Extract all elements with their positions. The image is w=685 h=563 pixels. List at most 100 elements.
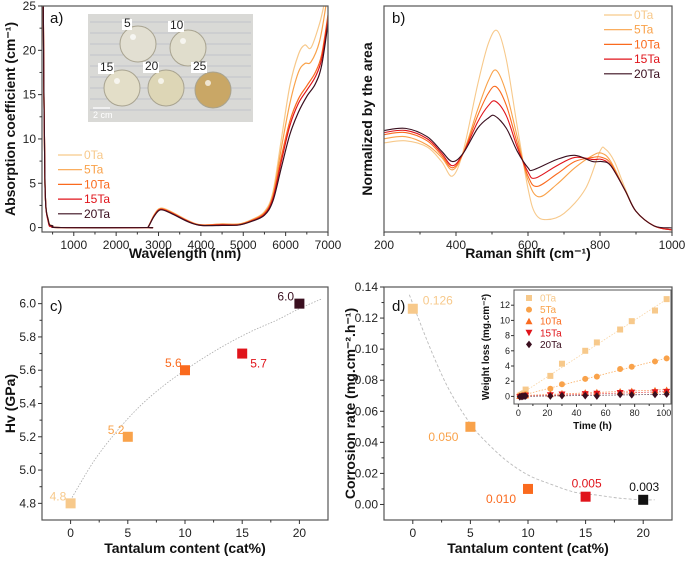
inset-x-axis-label: Time (h) <box>573 421 612 432</box>
y-tick-label: 6.0 <box>19 297 36 311</box>
inset-point-0Ta <box>522 386 529 393</box>
inset-fit-20Ta <box>518 393 667 397</box>
data-label-0Ta: 4.8 <box>50 489 67 503</box>
y-tick-label: 0.10 <box>355 342 379 356</box>
y-tick-label: 4.8 <box>19 496 36 510</box>
glass-disc <box>147 69 185 107</box>
data-label-10Ta: 0.010 <box>486 492 516 506</box>
inset-legend-label-0Ta: 0Ta <box>540 294 557 305</box>
x-tick-label: 20 <box>293 526 307 540</box>
inset-point-0Ta <box>593 339 600 346</box>
x-tick-label: 800 <box>590 238 610 252</box>
data-point-20Ta <box>638 494 649 505</box>
inset-point-5Ta <box>628 363 635 370</box>
x-tick-label: 200 <box>374 238 394 252</box>
data-label-5Ta: 5.2 <box>108 423 125 437</box>
y-tick-label: 5.0 <box>19 463 36 477</box>
x-tick-label: 10 <box>178 526 192 540</box>
x-tick-label: 15 <box>236 526 250 540</box>
y-tick-label: 0.00 <box>355 497 379 511</box>
x-tick-label: 1000 <box>659 238 685 252</box>
x-tick-label: 5 <box>467 526 474 540</box>
y-tick-label: 5.6 <box>19 363 36 377</box>
inset-legend-marker-20Ta <box>526 340 532 349</box>
series-line-20Ta <box>384 114 672 229</box>
inset-legend-marker-5Ta <box>526 306 532 313</box>
legend-label-5Ta: 5Ta <box>84 163 104 177</box>
disc-label: 25 <box>193 59 207 73</box>
inset-point-5Ta <box>663 355 670 362</box>
x-tick-label: 15 <box>579 526 593 540</box>
inset-y-tick-label: 0 <box>505 391 510 401</box>
y-tick-label: 0.06 <box>355 404 379 418</box>
data-point-10Ta <box>523 483 533 494</box>
disc-highlight <box>158 78 164 84</box>
panel-label-c: c) <box>50 298 63 315</box>
inset-y-tick-label: 12 <box>500 300 510 310</box>
series-line-15Ta <box>384 100 672 231</box>
x-tick-label: 6000 <box>272 238 299 252</box>
legend-label-0Ta: 0Ta <box>84 148 104 162</box>
glass-disc <box>194 71 232 109</box>
disc-label: 5 <box>124 16 131 30</box>
data-point-5Ta <box>465 421 476 432</box>
y-tick-label: 0.04 <box>355 435 379 449</box>
data-label-5Ta: 0.050 <box>428 430 458 444</box>
disc-highlight <box>114 78 120 84</box>
panel-label-b: b) <box>392 10 405 27</box>
data-label-0Ta: 0.126 <box>423 294 453 308</box>
data-label-15Ta: 0.005 <box>572 477 602 491</box>
y-tick-label: 5 <box>29 176 36 190</box>
inset-point-5Ta <box>558 381 565 388</box>
x-tick-label: 2000 <box>103 238 130 252</box>
inset-legend-label-15Ta: 15Ta <box>540 328 562 339</box>
legend-label-10Ta: 10Ta <box>634 37 660 51</box>
data-label-20Ta: 6.0 <box>277 290 294 304</box>
inset-point-20Ta <box>617 390 624 399</box>
inset-y-axis-label: Weight loss (mg.cm⁻²) <box>481 294 492 400</box>
inset-y-tick-label: 8 <box>505 331 510 341</box>
data-point-0Ta <box>407 303 418 314</box>
disc-highlight <box>205 80 211 86</box>
data-point-5Ta <box>122 431 133 442</box>
glass-disc <box>169 29 207 67</box>
data-point-15Ta <box>237 348 248 359</box>
legend-label-20Ta: 20Ta <box>84 207 110 221</box>
disc-label-bg <box>143 62 159 73</box>
data-label-10Ta: 5.6 <box>165 356 182 370</box>
y-axis-label-d: Corrosion rate (mg.cm⁻².h⁻¹) <box>342 308 358 499</box>
legend-label-5Ta: 5Ta <box>634 23 654 37</box>
x-tick-label: 600 <box>518 238 538 252</box>
disc-highlight <box>130 34 136 40</box>
y-tick-label: 25 <box>23 0 37 13</box>
series-line-10Ta <box>384 85 672 231</box>
inset-fit-0Ta <box>518 298 667 396</box>
data-point-0Ta <box>65 498 76 509</box>
data-point-20Ta <box>294 298 305 309</box>
disc-label-bg <box>168 21 184 32</box>
legend-label-20Ta: 20Ta <box>634 67 660 81</box>
legend-label-15Ta: 15Ta <box>634 52 660 66</box>
inset-y-tick-label: 2 <box>505 376 510 386</box>
series-line-5Ta <box>384 69 672 231</box>
inset-point-0Ta <box>663 296 670 303</box>
x-tick-label: 5000 <box>230 238 257 252</box>
inset-x-tick-label: 20 <box>542 408 552 418</box>
panel-label-a: a) <box>50 10 63 27</box>
x-tick-label: 7000 <box>315 238 342 252</box>
x-tick-label: 0 <box>409 526 416 540</box>
inset-point-20Ta <box>522 392 529 400</box>
disc-label-bg <box>191 62 207 73</box>
y-tick-label: 5.8 <box>19 330 36 344</box>
inset-point-0Ta <box>547 372 554 379</box>
x-tick-label: 4000 <box>188 238 215 252</box>
inset-point-0Ta <box>582 347 589 354</box>
y-tick-label: 5.4 <box>19 397 36 411</box>
inset-point-20Ta <box>628 391 635 399</box>
y-tick-label: 10 <box>23 132 37 146</box>
x-axis-label-d: Tantalum content (cat%) <box>447 540 609 556</box>
inset-point-0Ta <box>558 360 565 367</box>
y-axis-label-c: Hv (GPa) <box>2 374 18 433</box>
disc-label-bg <box>122 19 132 30</box>
